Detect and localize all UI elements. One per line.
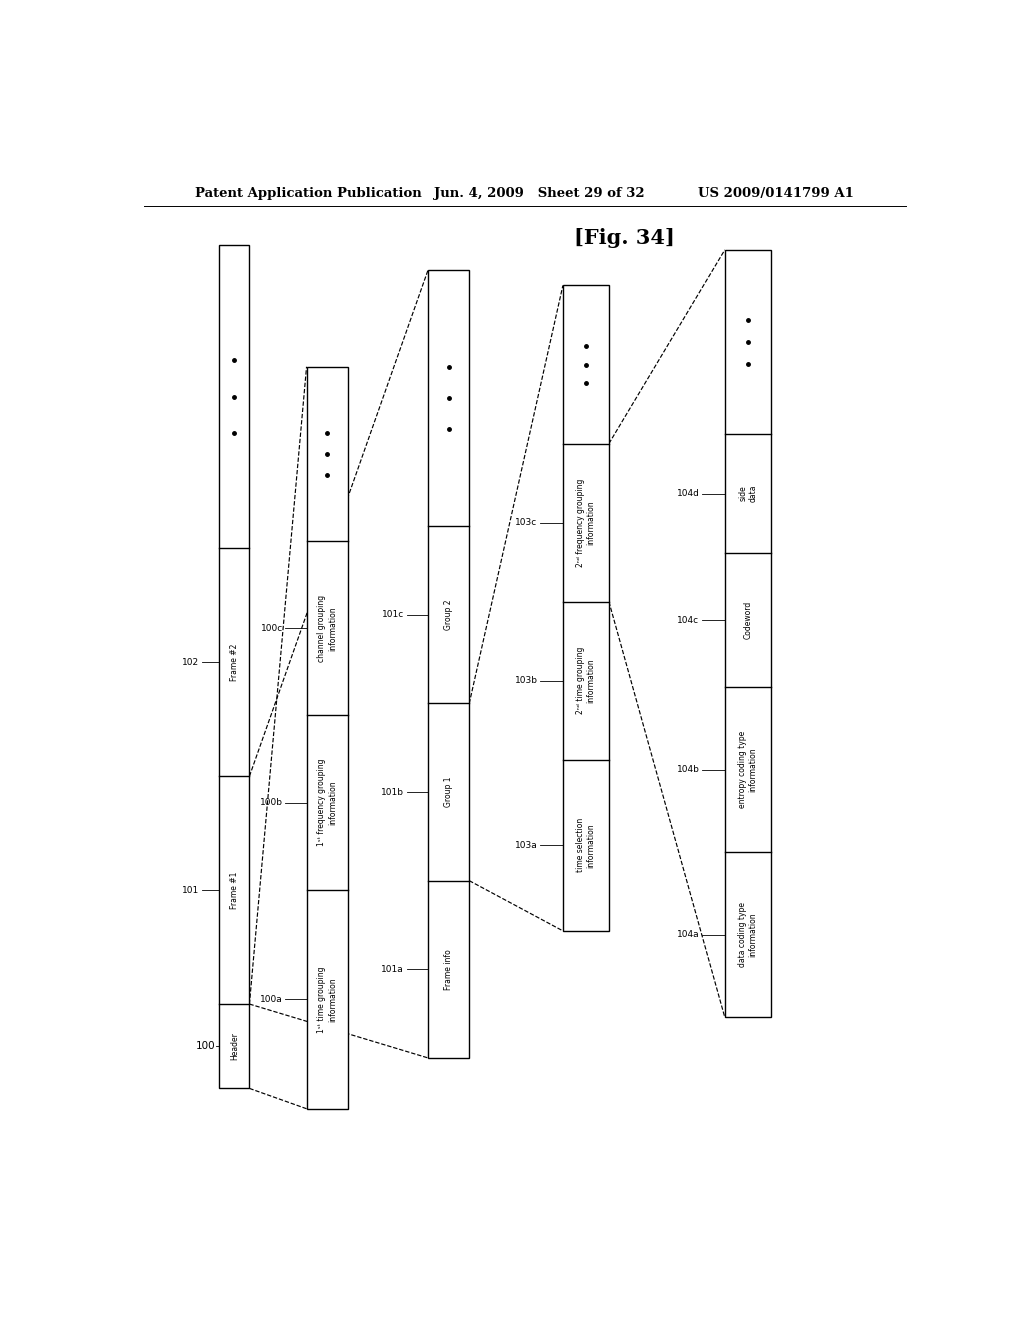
Text: 100c: 100c	[260, 624, 283, 632]
Text: data coding type
information: data coding type information	[738, 903, 758, 968]
Text: 100: 100	[196, 1041, 215, 1051]
Text: 103c: 103c	[515, 519, 538, 527]
Text: 104b: 104b	[677, 766, 699, 775]
Text: 104d: 104d	[677, 488, 699, 498]
Text: Patent Application Publication: Patent Application Publication	[196, 187, 422, 201]
Text: 101c: 101c	[382, 610, 404, 619]
Bar	[563, 285, 609, 931]
Text: 1ˢᵗ time grouping
information: 1ˢᵗ time grouping information	[317, 966, 337, 1032]
Text: 104a: 104a	[677, 931, 699, 940]
Bar	[725, 249, 771, 1018]
Text: 102: 102	[182, 657, 200, 667]
Bar	[428, 271, 469, 1057]
Text: 2ⁿᵈ time grouping
information: 2ⁿᵈ time grouping information	[577, 647, 596, 714]
Text: Frame #1: Frame #1	[229, 871, 239, 909]
Text: 103a: 103a	[515, 841, 538, 850]
Text: 104c: 104c	[677, 615, 699, 624]
Text: Header: Header	[229, 1032, 239, 1060]
Text: 1ˢᵗ frequency grouping
information: 1ˢᵗ frequency grouping information	[317, 759, 337, 846]
Text: Frame info: Frame info	[444, 949, 453, 990]
Text: 103b: 103b	[514, 676, 538, 685]
Text: 101a: 101a	[381, 965, 404, 974]
Text: 100b: 100b	[260, 799, 283, 807]
Text: [Fig. 34]: [Fig. 34]	[573, 227, 675, 248]
Bar	[219, 244, 250, 1089]
Bar	[306, 367, 348, 1109]
Text: 100a: 100a	[260, 995, 283, 1003]
Text: Frame #2: Frame #2	[229, 644, 239, 681]
Text: Group 1: Group 1	[444, 776, 453, 808]
Text: 2ⁿᵈ frequency grouping
information: 2ⁿᵈ frequency grouping information	[577, 478, 596, 566]
Text: US 2009/0141799 A1: US 2009/0141799 A1	[697, 187, 854, 201]
Text: channel grouping
information: channel grouping information	[317, 595, 337, 661]
Text: entropy coding type
information: entropy coding type information	[738, 731, 758, 808]
Text: Group 2: Group 2	[444, 599, 453, 630]
Text: 101b: 101b	[381, 788, 404, 796]
Text: Jun. 4, 2009   Sheet 29 of 32: Jun. 4, 2009 Sheet 29 of 32	[433, 187, 644, 201]
Text: side
data: side data	[738, 484, 758, 503]
Text: Codeword: Codeword	[743, 601, 753, 639]
Text: time selection
information: time selection information	[577, 818, 596, 873]
Text: 101: 101	[182, 886, 200, 895]
